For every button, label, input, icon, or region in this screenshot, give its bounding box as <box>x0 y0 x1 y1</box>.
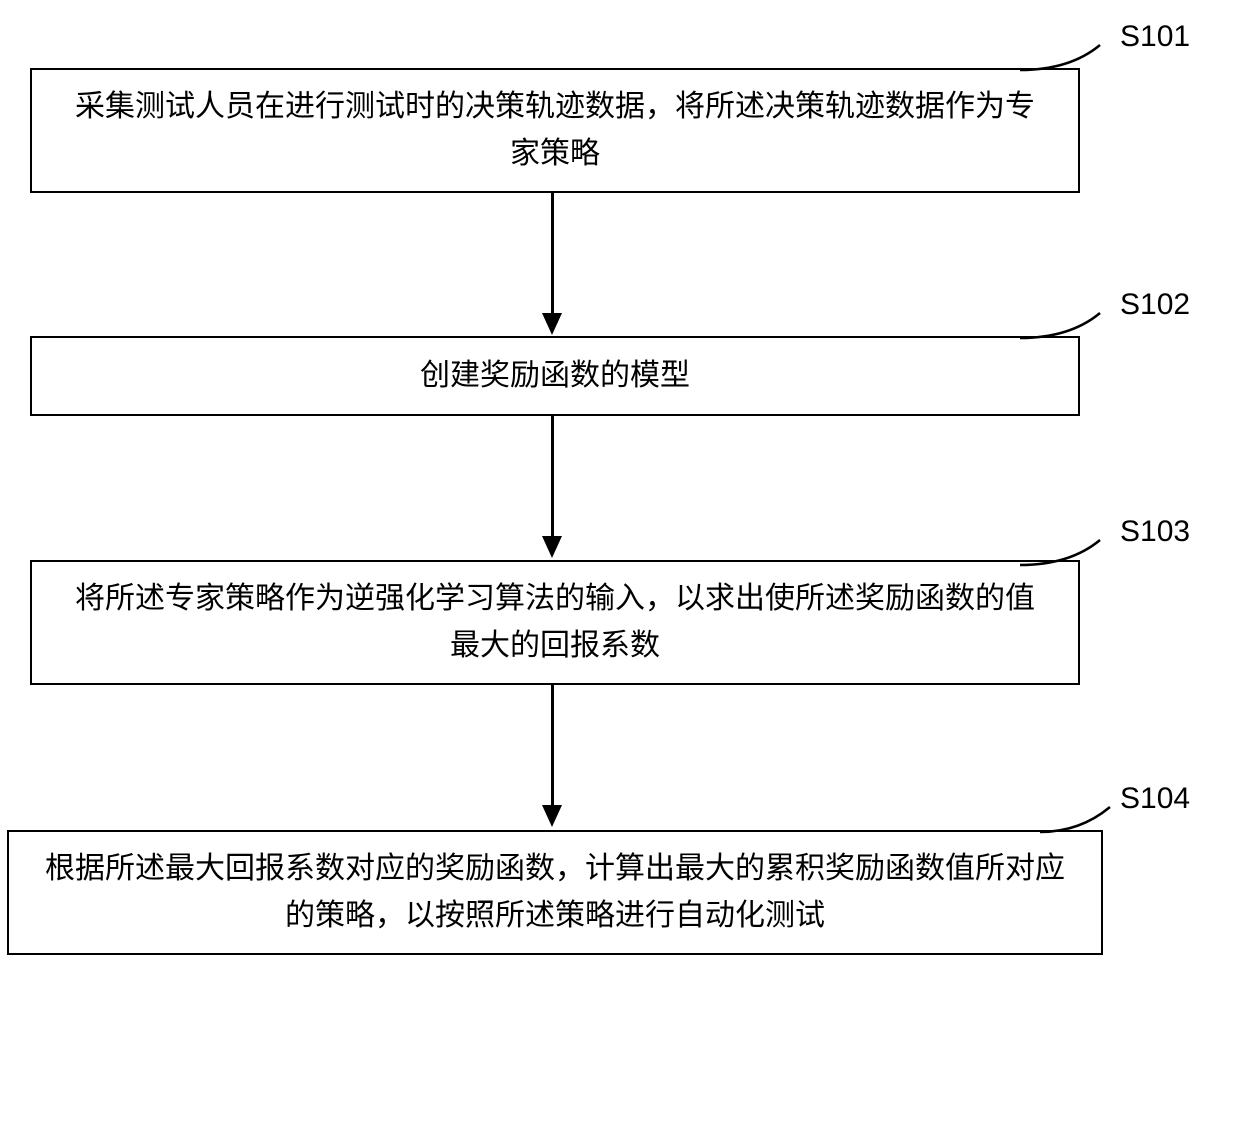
step-label-s102: S102 <box>1120 288 1190 322</box>
box-text: 采集测试人员在进行测试时的决策轨迹数据，将所述决策轨迹数据作为专家策略 <box>62 84 1048 177</box>
label-connector-s101 <box>1020 40 1120 80</box>
step-label-s101: S101 <box>1120 20 1190 54</box>
box-text: 创建奖励函数的模型 <box>420 353 690 400</box>
step-label-s104: S104 <box>1120 782 1190 816</box>
box-text: 将所述专家策略作为逆强化学习算法的输入，以求出使所述奖励函数的值最大的回报系数 <box>62 576 1048 669</box>
flowchart-box-s103: 将所述专家策略作为逆强化学习算法的输入，以求出使所述奖励函数的值最大的回报系数 <box>30 560 1080 685</box>
flowchart-container: 采集测试人员在进行测试时的决策轨迹数据，将所述决策轨迹数据作为专家策略 S101… <box>0 0 1240 1135</box>
box-text: 根据所述最大回报系数对应的奖励函数，计算出最大的累积奖励函数值所对应的策略，以按… <box>39 846 1071 939</box>
flowchart-box-s102: 创建奖励函数的模型 <box>30 336 1080 416</box>
arrow-s102-s103 <box>551 416 554 536</box>
flowchart-box-s101: 采集测试人员在进行测试时的决策轨迹数据，将所述决策轨迹数据作为专家策略 <box>30 68 1080 193</box>
label-connector-s102 <box>1020 308 1120 348</box>
flowchart-box-s104: 根据所述最大回报系数对应的奖励函数，计算出最大的累积奖励函数值所对应的策略，以按… <box>7 830 1103 955</box>
arrow-head-s102-s103 <box>542 536 562 558</box>
step-label-s103: S103 <box>1120 515 1190 549</box>
arrow-s101-s102 <box>551 193 554 313</box>
arrow-s103-s104 <box>551 685 554 805</box>
label-connector-s103 <box>1020 535 1120 575</box>
arrow-head-s101-s102 <box>542 313 562 335</box>
arrow-head-s103-s104 <box>542 805 562 827</box>
